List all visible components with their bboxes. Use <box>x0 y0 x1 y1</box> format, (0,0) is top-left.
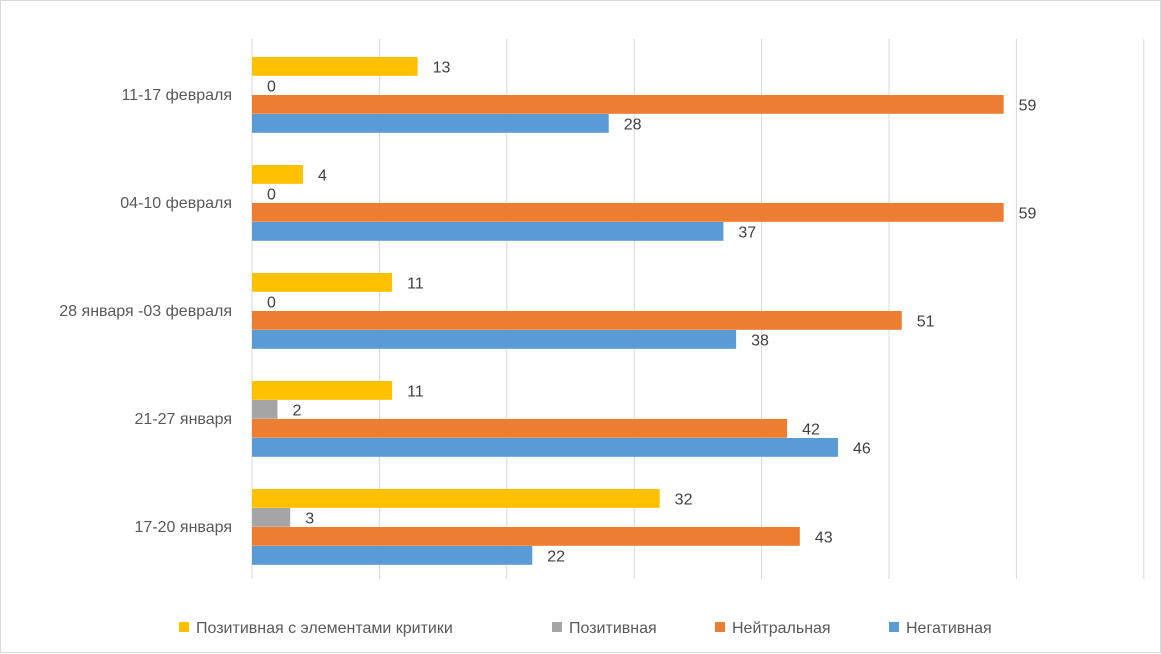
data-label: 3 <box>305 510 314 527</box>
bar[interactable] <box>252 438 839 457</box>
data-label: 28 <box>624 116 642 133</box>
category-label: 17-20 января <box>135 519 232 536</box>
data-label: 13 <box>433 59 451 76</box>
bar[interactable] <box>252 330 737 349</box>
legend-label: Негативная <box>906 620 992 637</box>
data-label: 43 <box>815 529 833 546</box>
bar[interactable] <box>252 508 291 527</box>
bar[interactable] <box>252 95 1004 114</box>
data-label: 59 <box>1019 97 1037 114</box>
bar[interactable] <box>252 381 393 400</box>
bar[interactable] <box>252 57 418 76</box>
data-label: 46 <box>853 440 871 457</box>
data-label: 38 <box>751 332 769 349</box>
data-label: 11 <box>407 275 424 292</box>
data-label: 0 <box>267 294 276 311</box>
bar[interactable] <box>252 273 393 292</box>
bar[interactable] <box>252 489 660 508</box>
data-label: 32 <box>675 491 693 508</box>
data-label: 2 <box>292 402 301 419</box>
bar[interactable] <box>252 419 788 438</box>
data-labels: 13 0 59 28 4 0 59 37 11 0 51 38 11 2 42 46 32 3 43 22 <box>267 59 1037 565</box>
legend-label: Позитивная с элементами критики <box>196 620 453 637</box>
data-label: 42 <box>802 421 820 438</box>
category-label: 04-10 февраля <box>120 195 232 212</box>
bar[interactable] <box>252 114 609 133</box>
legend-swatch <box>179 622 189 632</box>
bar[interactable] <box>252 222 724 241</box>
bar[interactable] <box>252 527 800 546</box>
legend: Позитивная с элементами критики Позитивна… <box>179 620 992 637</box>
data-label: 11 <box>407 383 424 400</box>
bar[interactable] <box>252 546 533 565</box>
legend-swatch <box>715 622 725 632</box>
bar[interactable] <box>252 165 303 184</box>
legend-swatch <box>552 622 562 632</box>
data-label: 0 <box>267 186 276 203</box>
data-label: 0 <box>267 78 276 95</box>
data-label: 51 <box>917 313 935 330</box>
category-label: 28 января -03 февраля <box>59 303 232 320</box>
bar[interactable] <box>252 203 1004 222</box>
legend-label: Нейтральная <box>732 620 831 637</box>
bar[interactable] <box>252 311 902 330</box>
legend-label: Позитивная <box>569 620 657 637</box>
data-label: 4 <box>318 167 327 184</box>
bars <box>252 57 1004 565</box>
bar[interactable] <box>252 400 278 419</box>
data-label: 37 <box>738 224 756 241</box>
legend-swatch <box>889 622 899 632</box>
category-label: 21-27 января <box>135 411 232 428</box>
category-label: 11-17 февраля <box>121 87 232 104</box>
data-label: 22 <box>547 548 565 565</box>
data-label: 59 <box>1019 205 1037 222</box>
